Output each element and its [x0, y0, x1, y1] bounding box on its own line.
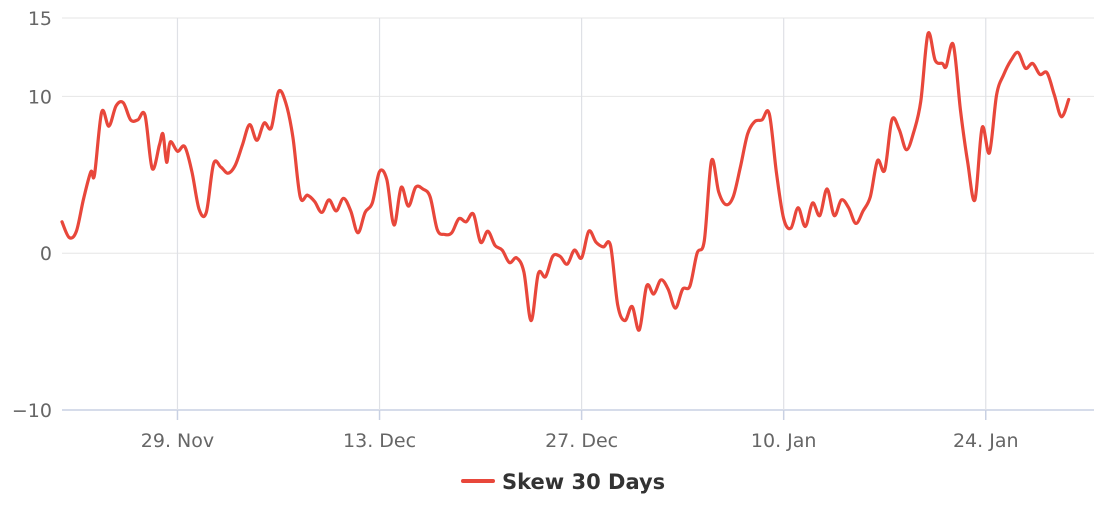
x-tick-label: 13. Dec — [343, 430, 416, 452]
x-tick-label: 10. Jan — [751, 430, 817, 452]
y-tick-label: 15 — [28, 8, 52, 30]
series-line-skew-30-days[interactable] — [60, 31, 1071, 332]
x-tick-label: 27. Dec — [545, 430, 618, 452]
legend[interactable]: Skew 30 Days — [461, 470, 665, 494]
legend-label-skew-30-days[interactable]: Skew 30 Days — [502, 470, 665, 494]
y-tick-label: 0 — [40, 243, 52, 265]
series-layer — [60, 31, 1071, 332]
y-tick-label: 10 — [28, 86, 52, 108]
x-tick-label: 29. Nov — [141, 430, 214, 452]
grid — [62, 17, 1094, 411]
x-tick-label: 24. Jan — [953, 430, 1019, 452]
y-tick-label: −10 — [12, 400, 52, 422]
axes: 15 10 0 −10 29. Nov 13. Dec 27. Dec 10. Jan 24. … — [12, 8, 1019, 452]
